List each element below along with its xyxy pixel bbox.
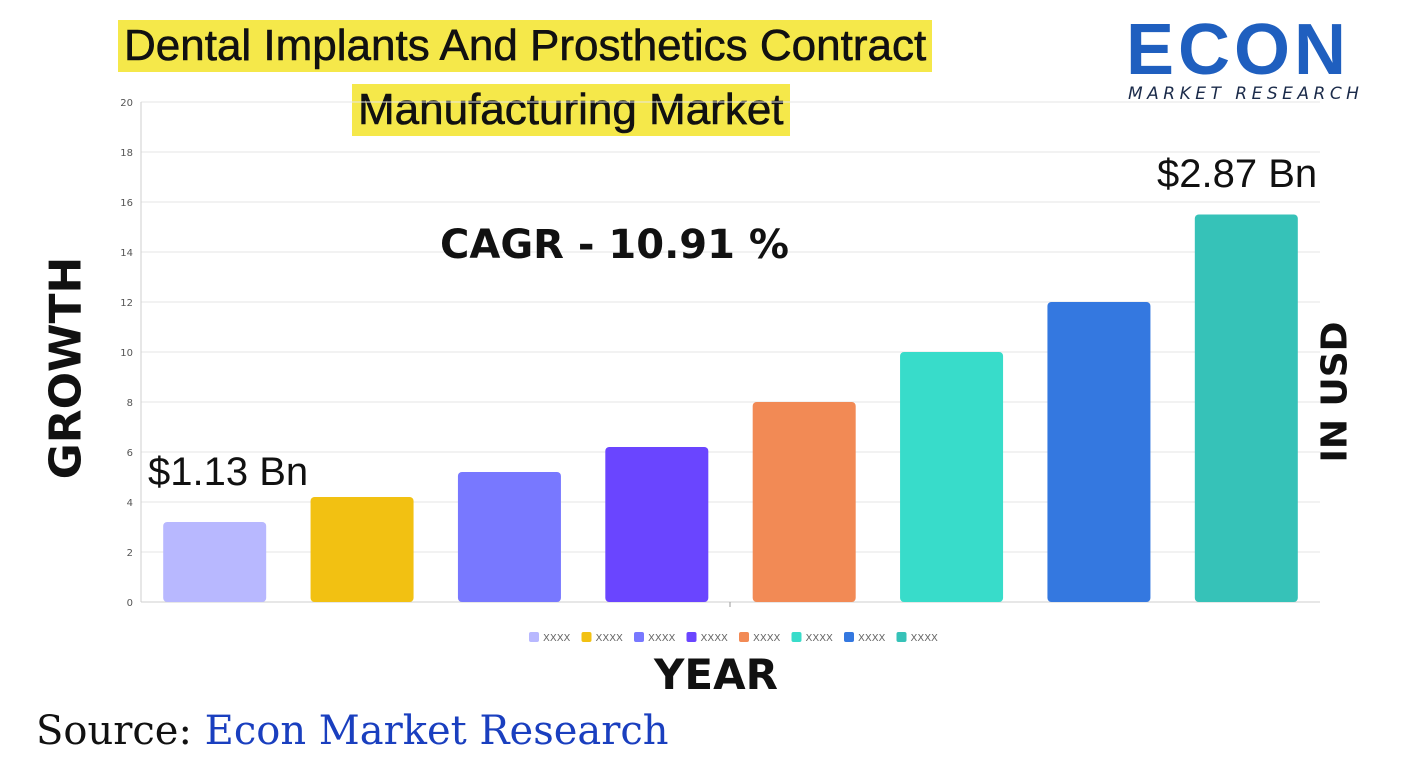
- legend-swatch: [844, 632, 854, 642]
- bar: [752, 402, 856, 602]
- source-credit: Source: Econ Market Research: [36, 708, 669, 754]
- legend-swatch: [739, 632, 749, 642]
- y-tick-label: 0: [127, 598, 133, 609]
- legend-swatch: [896, 632, 907, 642]
- legend-label: XXXX: [806, 633, 834, 644]
- legend-swatch: [634, 632, 644, 642]
- y-tick-label: 2: [127, 548, 133, 559]
- legend-swatch: [791, 632, 802, 642]
- legend-label: XXXX: [911, 633, 939, 644]
- cagr-annotation: CAGR - 10.91 %: [440, 222, 789, 268]
- y-tick-label: 10: [120, 348, 133, 359]
- y-axis-right-label: IN USD: [1314, 321, 1356, 463]
- econ-logo: ECON MARKET RESEARCH: [1126, 10, 1382, 106]
- legend-swatch: [686, 632, 697, 642]
- bar: [1047, 302, 1151, 602]
- y-tick-label: 18: [120, 148, 133, 159]
- legend-label: XXXX: [648, 633, 676, 644]
- logo-subtitle: MARKET RESEARCH: [1128, 84, 1364, 104]
- legend-label: XXXX: [543, 633, 571, 644]
- source-organization: Econ Market Research: [191, 708, 669, 754]
- start-value-annotation: $1.13 Bn: [148, 450, 309, 494]
- chart-title-line-2: Manufacturing Market: [352, 84, 790, 136]
- x-axis-label: YEAR: [654, 650, 778, 699]
- legend-swatch: [581, 632, 592, 642]
- bar: [605, 447, 709, 602]
- chart-title-line-1: Dental Implants And Prosthetics Contract: [118, 20, 933, 72]
- y-tick-label: 12: [120, 298, 133, 309]
- bar: [310, 497, 414, 602]
- legend-label: XXXX: [701, 633, 729, 644]
- bar: [163, 522, 267, 602]
- bar: [1194, 214, 1298, 602]
- source-label: Source:: [36, 708, 192, 754]
- bar: [457, 472, 561, 602]
- legend-label: XXXX: [596, 633, 624, 644]
- y-tick-label: 4: [127, 498, 133, 509]
- y-tick-label: 8: [127, 398, 133, 409]
- legend-label: XXXX: [753, 633, 781, 644]
- bar: [900, 352, 1004, 602]
- logo-wordmark: ECON: [1126, 10, 1351, 90]
- y-tick-label: 14: [120, 248, 133, 259]
- y-tick-label: 6: [127, 448, 133, 459]
- y-tick-label: 16: [120, 198, 133, 209]
- legend-swatch: [529, 632, 539, 642]
- y-axis-label: GROWTH: [40, 256, 92, 480]
- end-value-annotation: $2.87 Bn: [1157, 152, 1318, 196]
- legend-label: XXXX: [858, 633, 886, 644]
- y-tick-label: 20: [120, 98, 133, 109]
